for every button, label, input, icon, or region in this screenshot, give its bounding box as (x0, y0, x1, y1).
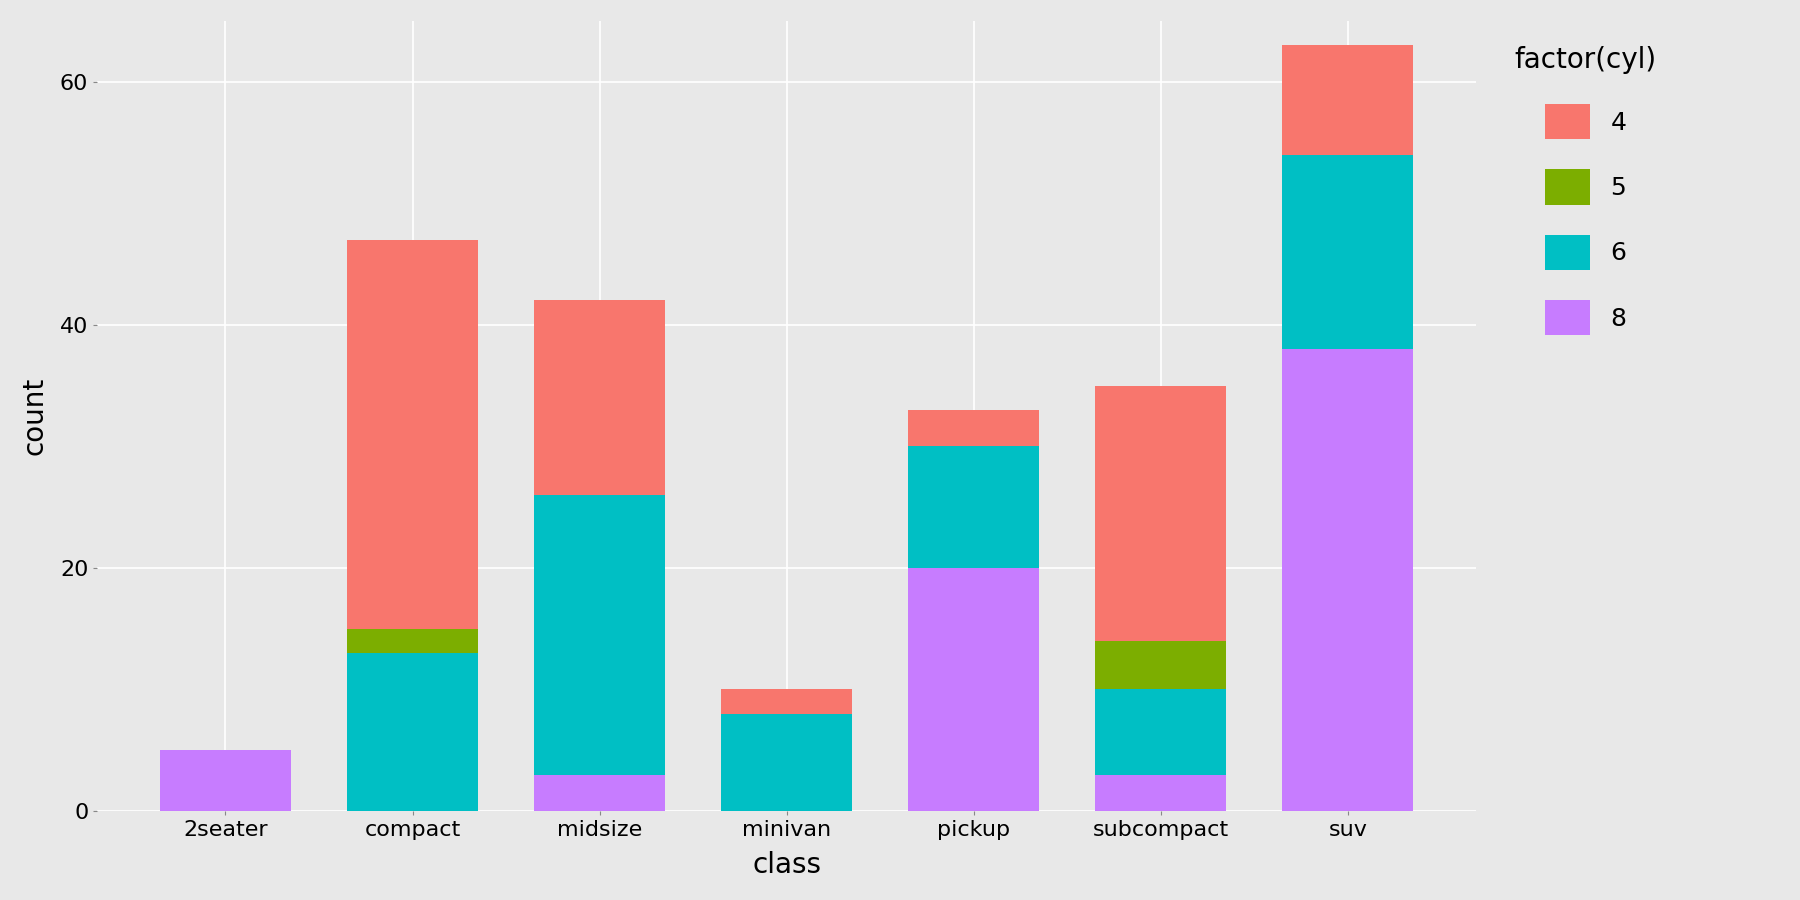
Bar (1096, 689, 1226, 775)
Bar (909, 568, 1039, 811)
Y-axis label: count: count (22, 377, 49, 455)
X-axis label: class: class (752, 851, 821, 879)
Bar (347, 653, 479, 811)
Bar (1096, 775, 1226, 811)
Bar (535, 775, 664, 811)
Bar (909, 410, 1039, 446)
Bar (722, 714, 851, 811)
Bar (347, 629, 479, 653)
Bar (1282, 349, 1413, 811)
Bar (1282, 45, 1413, 155)
Bar (1096, 385, 1226, 641)
Legend: 4, 5, 6, 8: 4, 5, 6, 8 (1503, 33, 1669, 347)
Bar (535, 301, 664, 495)
Bar (160, 751, 292, 811)
Bar (1282, 155, 1413, 349)
Bar (347, 239, 479, 629)
Bar (1096, 641, 1226, 689)
Bar (722, 689, 851, 714)
Bar (535, 495, 664, 775)
Bar (909, 446, 1039, 568)
